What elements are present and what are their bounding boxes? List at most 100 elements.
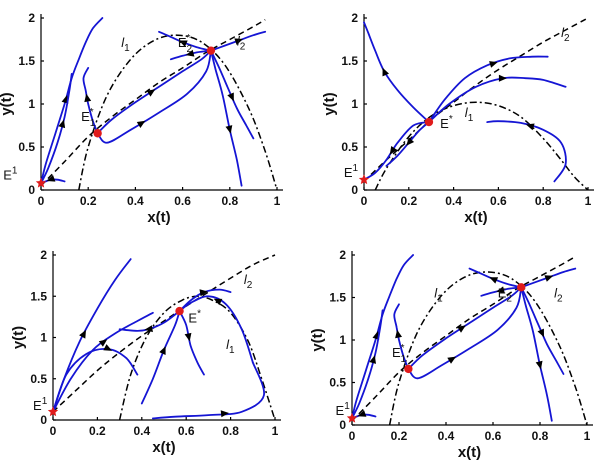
trajectory bbox=[486, 120, 567, 183]
annotation-label: E* 2 bbox=[178, 33, 193, 55]
equilibrium-E1 bbox=[358, 174, 370, 185]
x-axis-label: x(t) bbox=[152, 439, 175, 456]
direction-arrow bbox=[406, 137, 415, 146]
direction-arrow bbox=[535, 360, 543, 370]
direction-arrow bbox=[79, 329, 86, 339]
equilibrium-E1* bbox=[404, 364, 413, 374]
direction-arrow bbox=[489, 61, 498, 68]
trajectory bbox=[40, 17, 104, 184]
x-axis-label: x(t) bbox=[464, 209, 487, 226]
direction-arrow bbox=[213, 298, 223, 306]
direction-arrow bbox=[159, 346, 166, 355]
direction-arrow bbox=[84, 93, 92, 103]
annotation-label: l1 bbox=[465, 105, 474, 124]
x-tick-label: 0 bbox=[50, 424, 57, 438]
annotation-label: l2 bbox=[561, 25, 570, 44]
direction-arrow bbox=[61, 95, 69, 104]
y-axis-label: y(t) bbox=[321, 92, 338, 115]
y-tick-label: 1 bbox=[339, 333, 346, 347]
x-tick-label: 0 bbox=[361, 194, 368, 208]
y-tick-label: 0.5 bbox=[329, 376, 346, 390]
isocline-l2 bbox=[40, 19, 266, 187]
y-tick-label: 1.5 bbox=[30, 289, 47, 303]
annotation-label: E* bbox=[188, 309, 201, 326]
direction-arrow bbox=[525, 123, 535, 131]
subplot-bottom-right: 0 0.2 0.4 0.6 0.8 1 0 0.5 1 1.5 2 x(t) y(t) E1 E* 1 E2 l1… bbox=[309, 248, 593, 461]
y-tick-label: 1.5 bbox=[329, 291, 346, 305]
equilibrium-E* bbox=[424, 117, 434, 127]
annotation-label: E1 bbox=[3, 166, 18, 183]
subplot-bottom-left: 0 0.2 0.4 0.6 0.8 1 0 0.5 1 1.5 2 x(t) y(t) E1 E* l1 l2 bbox=[10, 248, 281, 456]
direction-arrow bbox=[46, 175, 56, 182]
x-tick-label: 0.4 bbox=[445, 194, 462, 208]
x-tick-label: 0.4 bbox=[438, 429, 455, 443]
x-tick-label: 0.6 bbox=[174, 194, 191, 208]
trajectory bbox=[520, 286, 553, 422]
x-tick-label: 0.6 bbox=[178, 424, 195, 438]
equilibrium-E1 bbox=[346, 412, 358, 423]
y-tick-label: 0 bbox=[40, 413, 47, 427]
direction-arrow bbox=[496, 286, 505, 294]
x-tick-label: 1 bbox=[585, 194, 592, 208]
trajectory bbox=[428, 55, 549, 123]
direction-arrow bbox=[199, 289, 208, 297]
direction-arrow bbox=[227, 92, 234, 102]
trajectory bbox=[407, 286, 523, 380]
direction-arrow bbox=[144, 325, 153, 333]
direction-arrow bbox=[389, 146, 398, 155]
y-tick-label: 0.5 bbox=[30, 372, 47, 386]
x-tick-label: 0.8 bbox=[221, 194, 238, 208]
x-tick-label: 0 bbox=[38, 194, 45, 208]
y-axis-label: y(t) bbox=[0, 92, 15, 115]
trajectory bbox=[96, 49, 212, 144]
annotation-label: l1 bbox=[226, 337, 235, 356]
equilibrium-E* bbox=[175, 306, 184, 316]
trajectory bbox=[52, 348, 139, 413]
y-tick-label: 0 bbox=[339, 418, 346, 432]
direction-arrow bbox=[372, 331, 380, 340]
y-axis-label: y(t) bbox=[10, 326, 27, 349]
direction-arrow bbox=[58, 119, 66, 129]
x-tick-label: 1 bbox=[272, 424, 279, 438]
x-tick-label: 0.4 bbox=[133, 424, 150, 438]
annotation-label: l1 bbox=[121, 35, 130, 54]
isocline-l1 bbox=[78, 34, 278, 191]
annotation-label: E2 bbox=[498, 286, 513, 305]
trajectory bbox=[407, 286, 523, 370]
isocline-l1 bbox=[388, 271, 588, 426]
isocline-l2 bbox=[363, 17, 589, 182]
x-tick-label: 1 bbox=[274, 194, 281, 208]
y-tick-label: 0.5 bbox=[341, 140, 358, 154]
annotation-label: E1 bbox=[33, 396, 48, 413]
direction-arrow bbox=[234, 38, 243, 45]
x-tick-label: 0.2 bbox=[400, 194, 417, 208]
annotation-label: l2 bbox=[554, 286, 563, 305]
y-tick-label: 2 bbox=[351, 11, 358, 25]
direction-arrow bbox=[369, 355, 376, 364]
direction-arrow bbox=[489, 277, 499, 284]
x-tick-label: 0.2 bbox=[391, 429, 408, 443]
y-tick-label: 1.5 bbox=[341, 54, 358, 68]
y-tick-label: 1.5 bbox=[18, 54, 35, 68]
direction-arrow bbox=[178, 40, 188, 47]
direction-arrow bbox=[544, 275, 554, 282]
x-tick-label: 0.6 bbox=[485, 429, 502, 443]
annotation-label: E1 bbox=[336, 401, 351, 418]
equilibrium-E1* bbox=[93, 129, 102, 138]
direction-arrow bbox=[357, 410, 367, 417]
x-axis-label: x(t) bbox=[147, 209, 170, 226]
direction-arrow bbox=[498, 74, 507, 82]
y-tick-label: 1 bbox=[351, 97, 358, 111]
equilibrium-E2* bbox=[206, 46, 216, 55]
trajectory bbox=[351, 309, 384, 420]
equilibrium-E1 bbox=[47, 406, 59, 417]
direction-arrow bbox=[184, 332, 192, 342]
trajectory bbox=[178, 310, 205, 376]
annotation-label: E* 1 bbox=[81, 107, 96, 129]
annotation-label: E1 bbox=[344, 163, 359, 180]
isocline-l1 bbox=[374, 101, 589, 191]
y-tick-label: 0 bbox=[28, 183, 35, 197]
trajectory bbox=[40, 73, 73, 184]
direction-arrow bbox=[103, 344, 113, 351]
